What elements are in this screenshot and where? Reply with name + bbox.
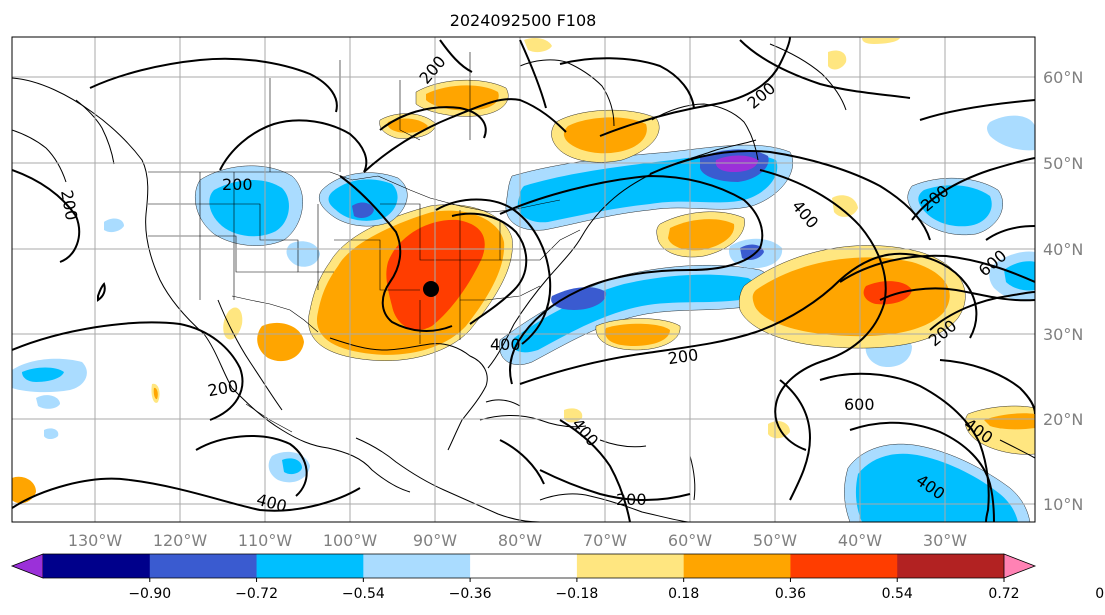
lat-label: 50°N <box>1043 154 1083 173</box>
lon-label: 40°W <box>838 531 882 550</box>
political-borders <box>148 52 581 433</box>
lon-label: 60°W <box>668 531 712 550</box>
anomaly-shading <box>12 38 1035 522</box>
colorbar-segment <box>790 554 898 578</box>
colorbar-segment <box>363 554 471 578</box>
colorbar-tick-label: 0.54 <box>882 586 913 602</box>
map-title: 2024092500 F108 <box>450 11 597 30</box>
colorbar-tick-label: −0.36 <box>449 586 492 602</box>
contour-label: 400 <box>490 335 521 354</box>
lon-label: 100°W <box>323 531 378 550</box>
lon-label: 120°W <box>153 531 208 550</box>
latitude-labels: 60°N 50°N 40°N 30°N 20°N 10°N <box>1043 68 1083 514</box>
colorbar-tick-label: −0.72 <box>235 586 278 602</box>
colorbar-segment <box>470 554 578 578</box>
colorbar-segment <box>897 554 1005 578</box>
map-panel: 200 200 200 200 200 200 200 200 400 400 … <box>12 37 1035 522</box>
colorbar: −0.90 −0.72 −0.54 −0.36 −0.18 0.18 0.36 0.54 0.7… <box>10 553 1105 602</box>
colorbar-segment <box>683 554 791 578</box>
colorbar-tick-label: 0.72 <box>988 586 1019 602</box>
contour-label: 200 <box>616 490 647 509</box>
lat-label: 60°N <box>1043 68 1083 87</box>
contour-label: 600 <box>844 395 875 414</box>
lat-label: 30°N <box>1043 325 1083 344</box>
colorbar-extend-max <box>1003 553 1037 579</box>
lon-label: 130°W <box>68 531 123 550</box>
contour-label: 200 <box>667 345 700 368</box>
colorbar-segment <box>256 554 364 578</box>
contour-label: 200 <box>222 175 253 194</box>
lon-label: 70°W <box>583 531 627 550</box>
colorbar-segment <box>43 554 151 578</box>
colorbar-segment <box>149 554 258 578</box>
colorbar-tick-label: −0.90 <box>128 586 171 602</box>
height-contours <box>12 37 1035 522</box>
lon-label: 80°W <box>498 531 542 550</box>
lon-label: 90°W <box>413 531 457 550</box>
colorbar-segment <box>576 554 685 578</box>
colorbar-tick-label: −0.54 <box>342 586 385 602</box>
point-marker <box>423 281 439 297</box>
colorbar-tick-label: 0.90 <box>1095 586 1105 602</box>
lat-label: 10°N <box>1043 495 1083 514</box>
lon-label: 50°W <box>753 531 797 550</box>
colorbar-tick-label: −0.18 <box>555 586 598 602</box>
colorbar-tick-label: 0.18 <box>668 586 699 602</box>
lat-label: 40°N <box>1043 240 1083 259</box>
colorbar-tick-label: 0.36 <box>775 586 806 602</box>
lon-label: 110°W <box>238 531 293 550</box>
map-frame <box>11 36 1036 523</box>
lat-label: 20°N <box>1043 410 1083 429</box>
longitude-labels: 130°W 120°W 110°W 100°W 90°W 80°W 70°W 6… <box>68 531 967 550</box>
colorbar-extend-min <box>10 553 44 579</box>
lon-label: 30°W <box>923 531 967 550</box>
